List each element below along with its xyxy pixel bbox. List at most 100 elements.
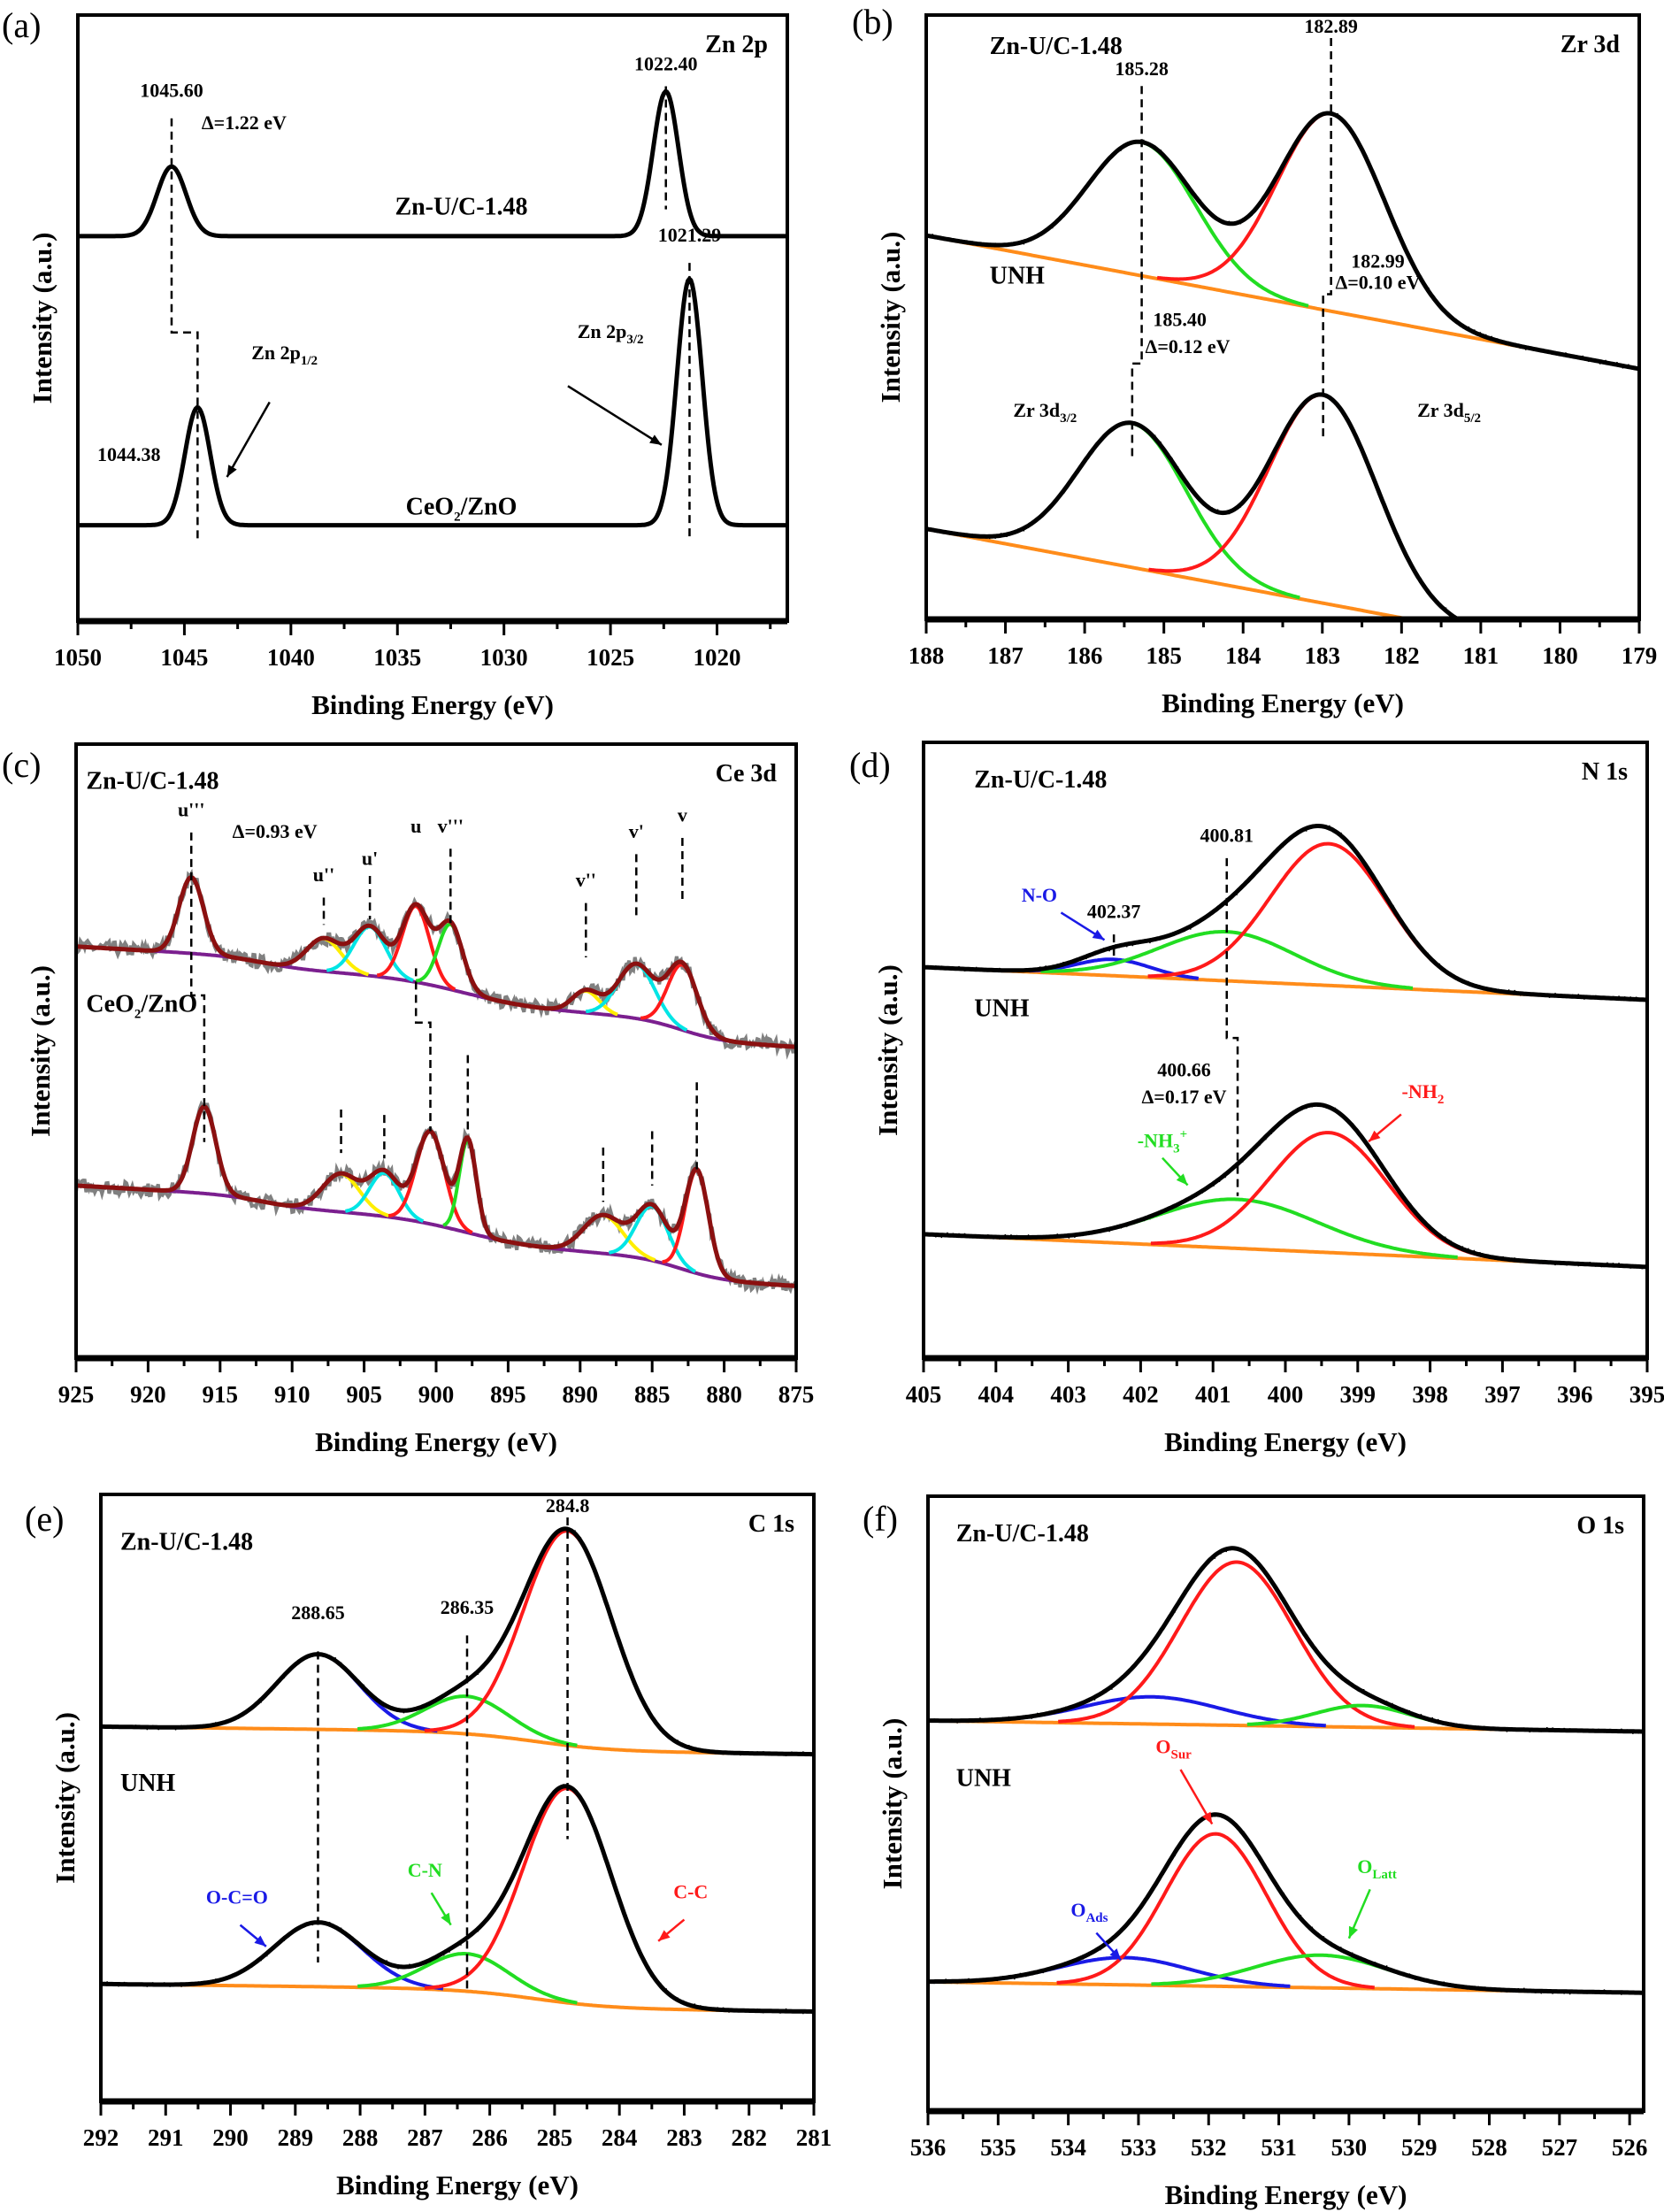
x-tick-label: 402 [1123, 1381, 1159, 1408]
x-tick-label: 1045 [160, 644, 208, 671]
arrow-head-icon [441, 1912, 451, 1925]
fit-component-osur [1056, 1832, 1375, 1990]
arrow-head-icon [1348, 1925, 1358, 1939]
peak-guide-line [1322, 38, 1332, 439]
peak-value-annotation: 402.37 [1087, 901, 1141, 923]
x-tick-label: 184 [1225, 642, 1261, 669]
x-tick-label: 181 [1463, 642, 1499, 669]
x-tick-label: 910 [274, 1381, 311, 1408]
x-tick-label: 527 [1542, 2134, 1578, 2161]
x-tick-label: 282 [731, 2124, 767, 2151]
x-tick-label: 286 [472, 2124, 508, 2151]
arrow-head-icon [1369, 1130, 1381, 1142]
component-label: C-C [673, 1880, 708, 1902]
envelope-line [76, 874, 796, 1049]
background-line [101, 1982, 814, 2014]
x-axis-title: Binding Energy (eV) [336, 2170, 579, 2200]
x-tick-label: 1035 [373, 644, 421, 671]
envelope-line [926, 392, 1463, 619]
x-tick-label: 880 [706, 1381, 742, 1408]
plot-frame [924, 13, 1641, 621]
peak-value-annotation: Δ=1.22 eV [202, 111, 287, 134]
peak-guide-line [1225, 857, 1239, 1196]
sample-label: Zn-U/C-1.48 [974, 766, 1107, 794]
x-tick-label: 287 [407, 2124, 443, 2151]
x-axis-title: Binding Energy (eV) [1164, 1426, 1407, 1457]
x-tick-label: 1030 [480, 644, 528, 671]
component-label: C-N [408, 1859, 442, 1881]
peak-value-annotation: Zr 3d3/2 [1013, 399, 1077, 426]
x-tick-label: 291 [148, 2124, 184, 2151]
arrow-head-icon [226, 465, 237, 478]
x-axis-title: Binding Energy (eV) [311, 689, 554, 720]
x-tick-label: 1025 [587, 644, 634, 671]
raw-data-points [101, 1528, 814, 1756]
envelope-line [928, 1812, 1644, 1995]
x-tick-label: 401 [1195, 1381, 1231, 1408]
background-line [76, 944, 796, 1049]
peak-value-annotation: 400.81 [1200, 824, 1254, 846]
component-label: -NH3+ [1138, 1127, 1187, 1156]
sample-label: Zn-U/C-1.48 [956, 1520, 1089, 1548]
panel-e-c-1s: (e) 284.8 288.65 286.35 O-C=O C-N C-C Zn-U/C-1.… [25, 1493, 832, 2200]
panel-d-n-1s: (d) 400.81 402.37 400.66 Δ=0.17 eV N-O -NH2 -NH… [849, 741, 1664, 1457]
peak-letter-label: v [678, 804, 687, 826]
x-tick-label: 281 [796, 2124, 832, 2151]
x-tick-label: 895 [490, 1381, 526, 1408]
x-tick-label: 289 [278, 2124, 314, 2151]
peak-letter-label: u [410, 815, 421, 837]
sample-label: CeO2/ZnO [406, 494, 518, 525]
x-tick-label: 283 [666, 2124, 702, 2151]
peak-value-annotation: Δ=0.12 eV [1146, 335, 1231, 357]
background-line [101, 1724, 814, 1756]
x-axis-title: Binding Energy (eV) [1162, 687, 1404, 718]
panel-label: (e) [25, 1499, 64, 1539]
x-tick-label: 400 [1268, 1381, 1304, 1408]
background-line [76, 1183, 796, 1288]
raw-data-points [926, 111, 1639, 371]
x-tick-label: 534 [1050, 2134, 1086, 2161]
spectrum-ceo2-zno [76, 1100, 796, 1295]
peak-value-annotation: Zr 3d5/2 [1417, 399, 1481, 426]
x-tick-label: 403 [1050, 1381, 1086, 1408]
x-tick-label: 396 [1557, 1381, 1593, 1408]
x-tick-label: 179 [1622, 642, 1658, 669]
x-tick-label: 528 [1471, 2134, 1507, 2161]
x-tick-label: 532 [1191, 2134, 1227, 2161]
peak-letter-label: u'' [313, 864, 334, 886]
peak-value-annotation: Δ=0.93 eV [233, 820, 318, 842]
x-tick-label: 395 [1629, 1381, 1664, 1408]
sample-label: UNH [990, 262, 1045, 289]
panel-label: (f) [863, 1499, 898, 1539]
x-tick-label: 187 [987, 642, 1024, 669]
peak-value-annotation: 182.99 [1351, 250, 1405, 272]
x-tick-label: 531 [1261, 2134, 1297, 2161]
x-tick-label: 186 [1067, 642, 1103, 669]
sample-label: Zn-U/C-1.48 [990, 33, 1123, 60]
arrow-line [567, 385, 663, 446]
x-tick-label: 404 [978, 1381, 1015, 1408]
envelope-line [924, 1102, 1647, 1270]
plot-area [78, 89, 787, 528]
spectrum-zn-u-c-1-48 [78, 89, 787, 239]
x-tick-label: 183 [1305, 642, 1341, 669]
peak-value-annotation: 284.8 [546, 1494, 590, 1517]
arrow-head-icon [1176, 1173, 1188, 1186]
x-axis-title: Binding Energy (eV) [1165, 2179, 1407, 2210]
arrow-line [226, 401, 271, 478]
x-tick-label: 284 [602, 2124, 638, 2151]
peak-value-annotation: 1022.40 [634, 52, 698, 74]
peak-guide-line [189, 832, 206, 1142]
peak-value-annotation: Δ=0.17 eV [1141, 1086, 1226, 1108]
panel-a-zn-2p: (a) 1045.60 Δ=1.22 eV 1022.40 1021.29 1044.38… [2, 5, 789, 720]
envelope-line [78, 89, 787, 239]
peak-value-annotation: 400.66 [1157, 1058, 1211, 1080]
arrow-head-icon [1202, 1811, 1213, 1824]
x-tick-label: 188 [909, 642, 945, 669]
peak-value-annotation: 1021.29 [658, 224, 722, 246]
peak-value-annotation: 182.89 [1304, 15, 1358, 37]
y-axis-title: Intensity (a.u.) [50, 1712, 81, 1884]
peak-letter-label: u''' [178, 798, 205, 820]
peak-letter-label: v''' [438, 815, 464, 837]
